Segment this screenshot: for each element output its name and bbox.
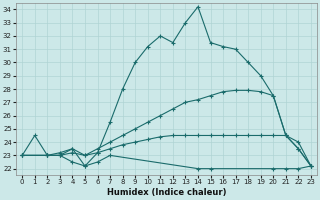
X-axis label: Humidex (Indice chaleur): Humidex (Indice chaleur) xyxy=(107,188,226,197)
